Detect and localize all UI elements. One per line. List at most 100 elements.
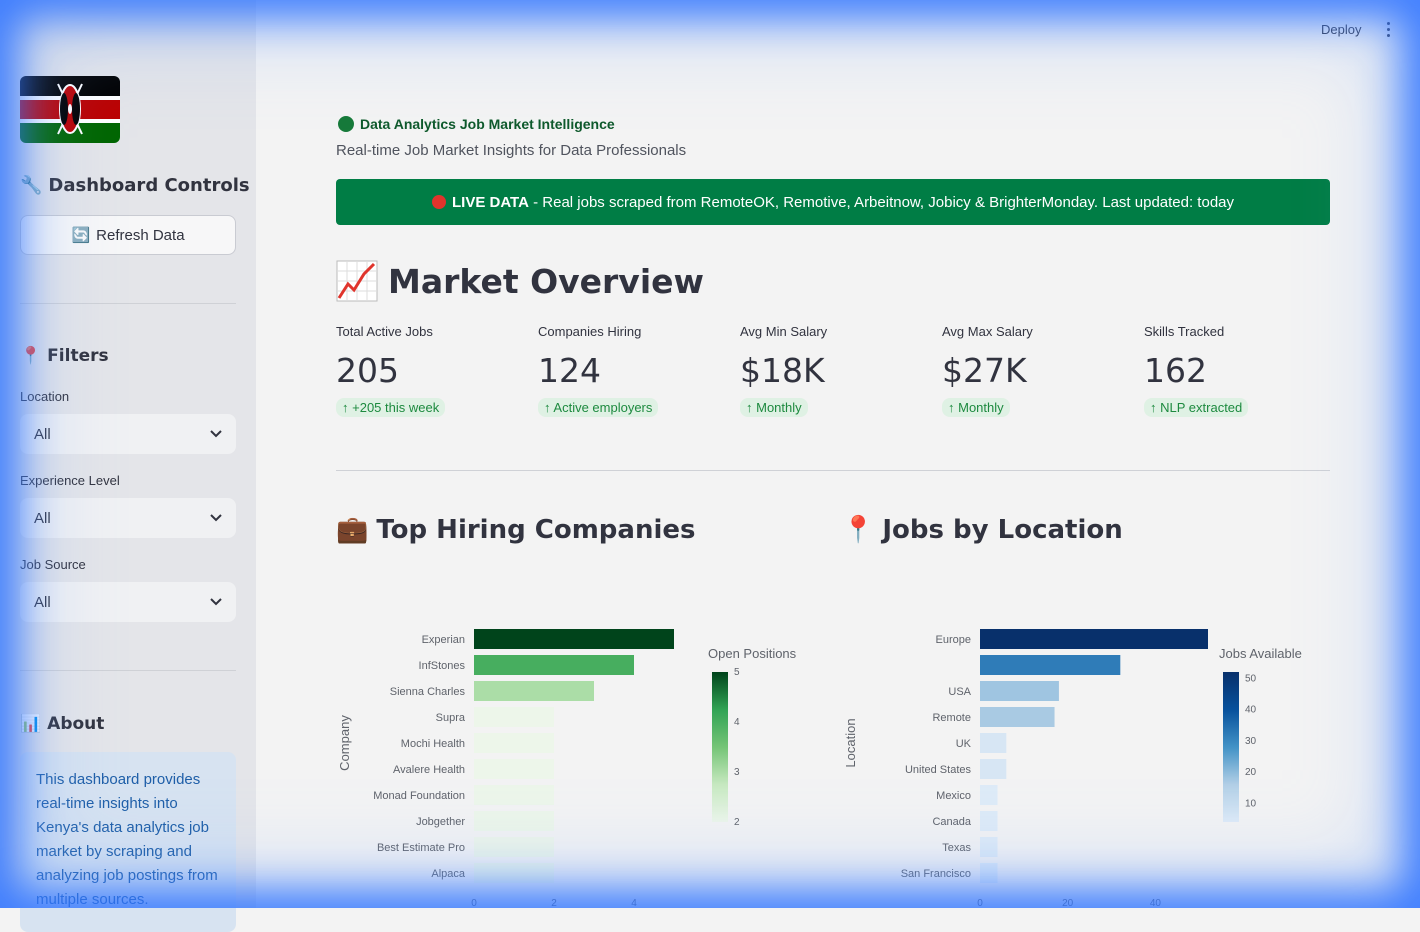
experience-select[interactable]: All [20, 498, 236, 538]
metric-avg-max-salary: Avg Max Salary $27K ↑ Monthly [942, 324, 1033, 417]
dashboard-controls-heading: 🔧 Dashboard Controls [20, 175, 250, 196]
top-hiring-companies-chart[interactable]: Experian InfStones Sienna Charles Supra Moch… [336, 600, 826, 908]
about-text: This dashboard provides real-time insigh… [36, 771, 218, 908]
deploy-button[interactable]: Deploy [1321, 22, 1362, 37]
job-source-select[interactable]: All [20, 582, 236, 622]
sidebar: 🔧 Dashboard Controls 🔄 Refresh Data 📍 Filt… [0, 0, 256, 932]
about-info-box: This dashboard provides real-time insigh… [20, 752, 236, 932]
company-category-label: Avalere Health [393, 764, 465, 776]
location-category-label: USA [948, 686, 971, 698]
metric-skills-tracked: Skills Tracked 162 ↑ NLP extracted [1144, 324, 1249, 417]
company-colorbar [712, 672, 728, 822]
wrench-icon: 🔧 [20, 175, 43, 196]
company-bar [474, 733, 554, 753]
location-bar [980, 811, 998, 831]
metric-delta: ↑ Monthly [942, 398, 1010, 417]
banner-text: - Real jobs scraped from RemoteOK, Remot… [528, 193, 1235, 211]
location-colorbar-tick: 30 [1245, 736, 1257, 747]
company-category-label: Mochi Health [401, 738, 465, 750]
location-bar [980, 707, 1055, 727]
main-menu-icon[interactable] [1383, 22, 1393, 38]
green-circle-icon [338, 116, 354, 132]
location-colorbar-tick: 20 [1245, 767, 1257, 778]
company-colorbar-tick: 2 [734, 817, 740, 828]
metric-delta: ↑ Monthly [740, 398, 808, 417]
filters-heading: 📍 Filters [20, 346, 109, 366]
location-x-tick-label: 20 [1062, 898, 1074, 908]
about-title: About [47, 714, 105, 734]
location-category-label: Europe [936, 634, 971, 646]
about-heading: 📊 About [20, 714, 104, 734]
experience-filter-label: Experience Level [20, 473, 120, 488]
pin-icon: 📍 [20, 346, 42, 366]
metric-label: Companies Hiring [538, 324, 642, 339]
chevron-down-icon [210, 514, 222, 522]
location-bar [980, 785, 998, 805]
refresh-label: Refresh Data [96, 226, 185, 244]
company-category-label: Best Estimate Pro [377, 842, 465, 854]
location-category-label: UK [956, 738, 972, 750]
job-source-filter-label: Job Source [20, 557, 86, 572]
metric-label: Total Active Jobs [336, 324, 433, 339]
briefcase-icon: 💼 [336, 515, 369, 545]
metric-companies-hiring: Companies Hiring 124 ↑ Active employers [538, 324, 659, 417]
metric-value: 205 [336, 351, 399, 390]
company-bar [474, 707, 554, 727]
company-colorbar-tick: 5 [734, 667, 740, 678]
experience-select-value: All [34, 509, 51, 527]
company-category-label: Experian [422, 634, 465, 646]
refresh-data-button[interactable]: 🔄 Refresh Data [20, 215, 236, 255]
location-category-label: San Francisco [901, 868, 971, 880]
bar-chart-icon: 📊 [20, 714, 42, 734]
location-colorbar-tick: 10 [1245, 798, 1257, 809]
section-divider [336, 470, 1330, 471]
metric-label: Avg Min Salary [740, 324, 828, 339]
location-bar [980, 759, 1007, 779]
live-data-banner: LIVE DATA - Real jobs scraped from Remot… [336, 179, 1330, 225]
location-bar [980, 629, 1208, 649]
location-title: Jobs by Location [882, 515, 1123, 545]
filters-title: Filters [47, 346, 109, 366]
company-category-label: Alpaca [431, 868, 466, 880]
chevron-down-icon [210, 598, 222, 606]
sidebar-divider [20, 670, 236, 671]
company-category-label: Monad Foundation [373, 790, 465, 802]
sidebar-divider [20, 303, 236, 304]
location-bar [980, 655, 1121, 675]
app-title: Data Analytics Job Market Intelligence [338, 116, 615, 132]
companies-title: Top Hiring Companies [376, 515, 696, 545]
company-x-tick-label: 4 [631, 898, 637, 908]
location-category-label: Remote [932, 712, 971, 724]
location-category-label: Mexico [936, 790, 971, 802]
company-category-label: Supra [436, 712, 466, 724]
app-subtitle: Real-time Job Market Insights for Data P… [336, 142, 687, 159]
market-overview-title: Market Overview [388, 261, 704, 301]
metric-value: 162 [1144, 351, 1207, 390]
company-category-label: InfStones [419, 660, 466, 672]
location-colorbar-title: Jobs Available [1219, 646, 1302, 661]
company-bar [474, 863, 554, 883]
app-title-text: Data Analytics Job Market Intelligence [360, 116, 615, 132]
location-colorbar-tick: 50 [1245, 673, 1257, 684]
location-select[interactable]: All [20, 414, 236, 454]
location-bar [980, 733, 1007, 753]
location-y-axis-title: Location [843, 718, 858, 767]
location-colorbar [1223, 672, 1239, 822]
metric-value: $27K [942, 351, 1027, 390]
company-colorbar-tick: 3 [734, 767, 740, 778]
metric-label: Skills Tracked [1144, 324, 1225, 339]
refresh-icon: 🔄 [71, 227, 91, 244]
metric-value: $18K [740, 351, 825, 390]
location-category-label: United States [905, 764, 972, 776]
location-bar [980, 863, 998, 883]
company-colorbar-tick: 4 [734, 717, 740, 728]
company-bar [474, 681, 594, 701]
job-source-select-value: All [34, 593, 51, 611]
metric-delta: ↑ +205 this week [336, 398, 446, 417]
location-category-label: Canada [932, 816, 971, 828]
metric-delta: ↑ Active employers [538, 398, 659, 417]
banner-strong: LIVE DATA [451, 193, 529, 211]
company-bar [474, 759, 554, 779]
metric-value: 124 [538, 351, 601, 390]
jobs-by-location-chart[interactable]: Europe USA Remote UK United States Mexico Cana… [842, 600, 1332, 908]
